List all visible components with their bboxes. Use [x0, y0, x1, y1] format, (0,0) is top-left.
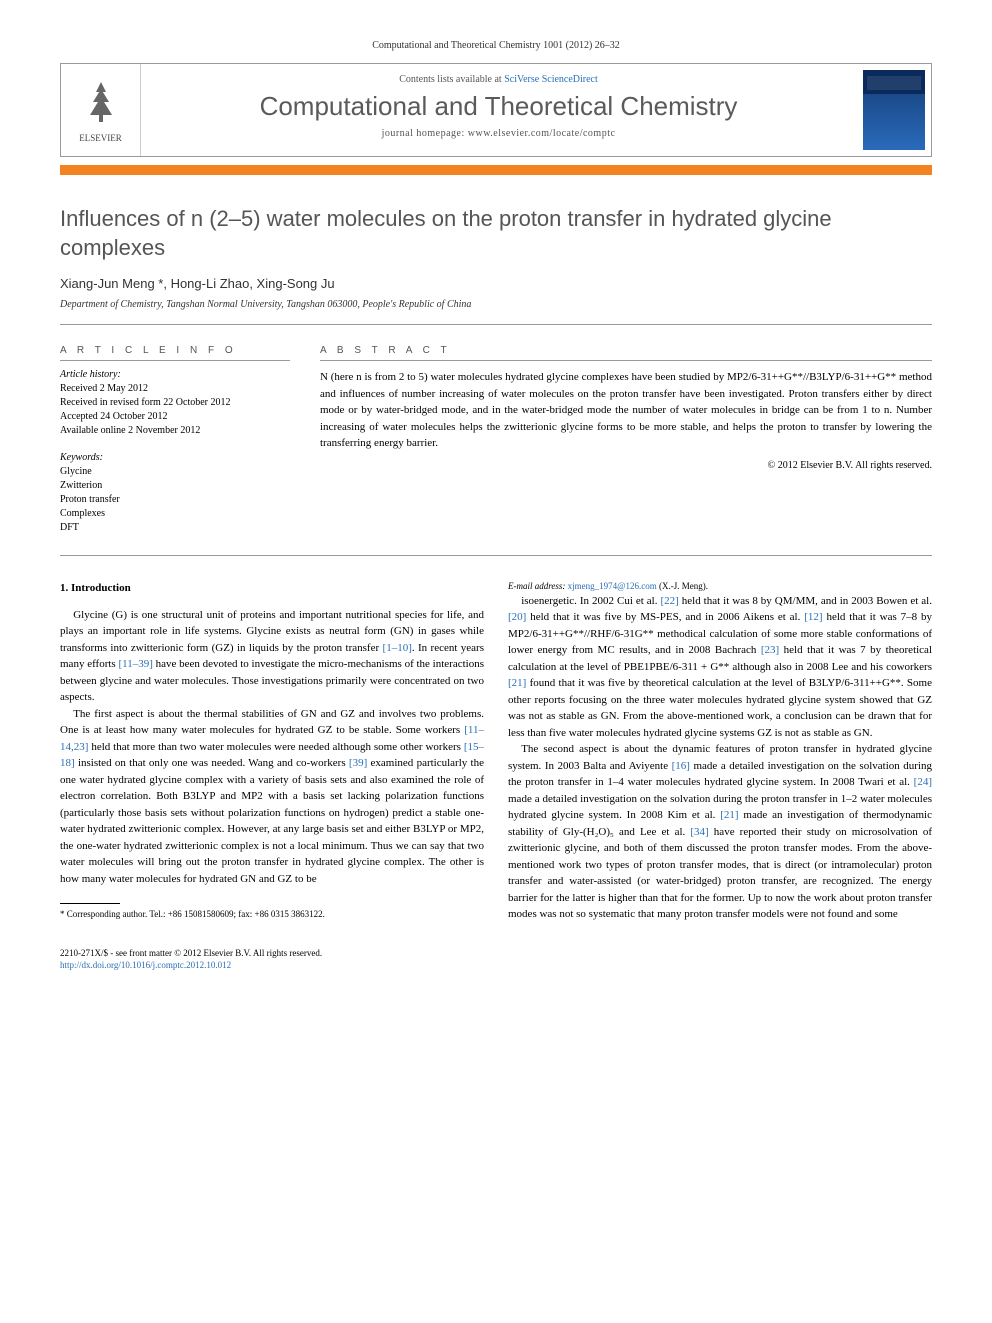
revised-line: Received in revised form 22 October 2012: [60, 396, 290, 410]
section-heading: 1. Introduction: [60, 580, 484, 597]
footnote-email-line: E-mail address: xjmeng_1974@126.com (X.-…: [508, 580, 932, 593]
citation-link[interactable]: [16]: [672, 760, 690, 772]
sciencedirect-link[interactable]: SciVerse ScienceDirect: [504, 74, 598, 85]
elsevier-tree-icon: [76, 77, 126, 131]
citation-link[interactable]: [21]: [720, 809, 738, 821]
footer-copyright: 2210-271X/$ - see front matter © 2012 El…: [60, 947, 932, 960]
homepage-line: journal homepage: www.elsevier.com/locat…: [151, 128, 846, 139]
journal-cover-thumbnail: [863, 70, 925, 150]
abstract-block: A B S T R A C T N (here n is from 2 to 5…: [320, 345, 932, 535]
citation-link[interactable]: [34]: [690, 826, 708, 838]
citation-link[interactable]: [20]: [508, 611, 526, 623]
elsevier-logo-cell: ELSEVIER: [61, 64, 141, 156]
article-title: Influences of n (2–5) water molecules on…: [60, 205, 932, 262]
body-text: have reported their study on microsolvat…: [508, 826, 932, 921]
body-paragraph: The second aspect is about the dynamic f…: [508, 741, 932, 923]
journal-header-box: ELSEVIER Contents lists available at Sci…: [60, 63, 932, 157]
body-paragraph: The first aspect is about the thermal st…: [60, 706, 484, 888]
page-footer: 2210-271X/$ - see front matter © 2012 El…: [60, 947, 932, 972]
body-text: found that it was five by theoretical ca…: [508, 677, 932, 739]
citation-link[interactable]: [21]: [508, 677, 526, 689]
body-paragraph: Glycine (G) is one structural unit of pr…: [60, 607, 484, 706]
body-text: held that more than two water molecules …: [88, 741, 463, 753]
article-info-heading: A R T I C L E I N F O: [60, 345, 290, 361]
contents-available-line: Contents lists available at SciVerse Sci…: [151, 74, 846, 85]
citation-link[interactable]: [24]: [914, 776, 932, 788]
info-abstract-row: A R T I C L E I N F O Article history: R…: [60, 345, 932, 556]
abstract-copyright: © 2012 Elsevier B.V. All rights reserved…: [320, 460, 932, 471]
citation-link[interactable]: [1–10]: [383, 642, 412, 654]
body-paragraph: isoenergetic. In 2002 Cui et al. [22] he…: [508, 593, 932, 742]
journal-reference: Computational and Theoretical Chemistry …: [60, 40, 932, 51]
cover-cell: [856, 64, 931, 156]
keyword: Proton transfer: [60, 493, 290, 507]
citation-link[interactable]: [39]: [349, 757, 367, 769]
footnote-email-tail: (X.-J. Meng).: [657, 581, 708, 591]
abstract-heading: A B S T R A C T: [320, 345, 932, 361]
body-text: The first aspect is about the thermal st…: [60, 708, 484, 737]
keyword: DFT: [60, 521, 290, 535]
citation-link[interactable]: [23]: [761, 644, 779, 656]
keyword: Glycine: [60, 465, 290, 479]
footnote-email-link[interactable]: xjmeng_1974@126.com: [568, 581, 657, 591]
abstract-text: N (here n is from 2 to 5) water molecule…: [320, 369, 932, 452]
footnote-email-label: E-mail address:: [508, 581, 568, 591]
body-text: isoenergetic. In 2002 Cui et al.: [521, 595, 660, 607]
citation-link[interactable]: [11–39]: [118, 658, 152, 670]
elsevier-label: ELSEVIER: [79, 133, 122, 143]
received-line: Received 2 May 2012: [60, 382, 290, 396]
authors-text: Xiang-Jun Meng *, Hong-Li Zhao, Xing-Son…: [60, 276, 335, 291]
homepage-prefix: journal homepage:: [382, 128, 468, 139]
footnote-corr: * Corresponding author. Tel.: +86 150815…: [60, 908, 484, 921]
journal-name: Computational and Theoretical Chemistry: [151, 91, 846, 122]
footnote-separator: [60, 903, 120, 904]
keyword: Complexes: [60, 507, 290, 521]
body-columns: 1. Introduction Glycine (G) is one struc…: [60, 580, 932, 923]
citation-link[interactable]: [12]: [804, 611, 822, 623]
orange-divider-bar: [60, 165, 932, 175]
authors-line: Xiang-Jun Meng *, Hong-Li Zhao, Xing-Son…: [60, 276, 932, 291]
contents-prefix: Contents lists available at: [399, 74, 504, 85]
online-line: Available online 2 November 2012: [60, 424, 290, 438]
body-text: held that it was five by MS-PES, and in …: [526, 611, 804, 623]
footer-doi-link[interactable]: http://dx.doi.org/10.1016/j.comptc.2012.…: [60, 959, 932, 972]
body-text: examined particularly the one water hydr…: [60, 757, 484, 885]
body-text: insisted on that only one was needed. Wa…: [75, 757, 349, 769]
article-info-block: A R T I C L E I N F O Article history: R…: [60, 345, 290, 535]
history-label: Article history:: [60, 369, 290, 380]
accepted-line: Accepted 24 October 2012: [60, 410, 290, 424]
citation-link[interactable]: [22]: [660, 595, 678, 607]
keywords-label: Keywords:: [60, 452, 290, 463]
homepage-url[interactable]: www.elsevier.com/locate/comptc: [468, 128, 616, 139]
affiliation: Department of Chemistry, Tangshan Normal…: [60, 299, 932, 325]
header-center: Contents lists available at SciVerse Sci…: [141, 64, 856, 156]
body-text: held that it was 8 by QM/MM, and in 2003…: [679, 595, 932, 607]
keyword: Zwitterion: [60, 479, 290, 493]
